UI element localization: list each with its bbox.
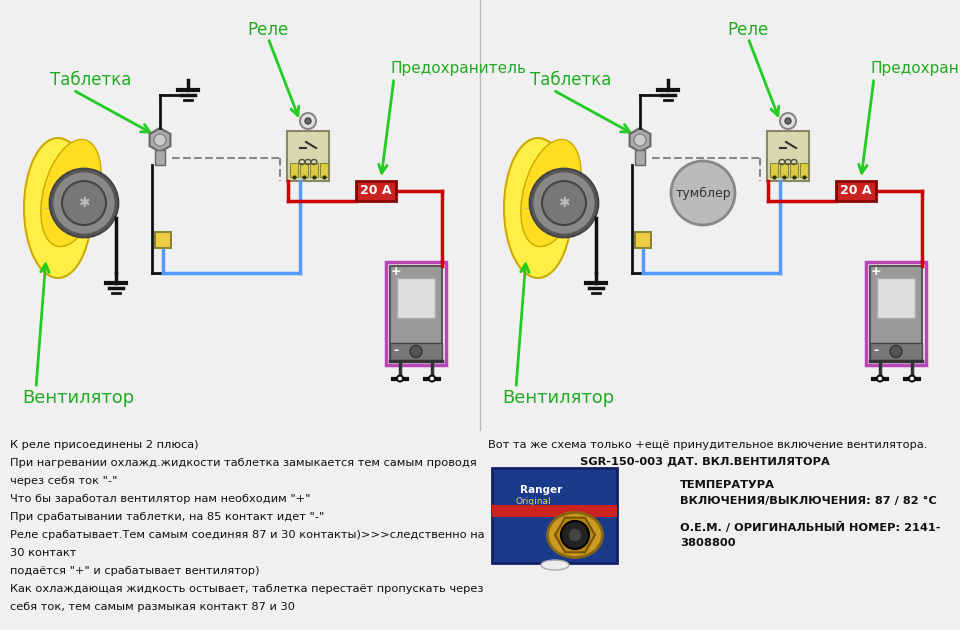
- Ellipse shape: [41, 139, 101, 246]
- Ellipse shape: [547, 512, 603, 558]
- Bar: [492, 505, 617, 517]
- Bar: [397, 277, 435, 318]
- Bar: [386, 261, 446, 365]
- Bar: [635, 232, 651, 248]
- Bar: [800, 163, 808, 177]
- Circle shape: [52, 171, 116, 235]
- Circle shape: [909, 375, 915, 382]
- Circle shape: [542, 181, 586, 225]
- Circle shape: [410, 345, 422, 357]
- Text: ✱: ✱: [558, 196, 570, 210]
- Text: Предохранитель: Предохранитель: [871, 60, 960, 76]
- Text: через себя ток "-": через себя ток "-": [10, 476, 117, 486]
- Text: 20 А: 20 А: [840, 185, 872, 197]
- Ellipse shape: [24, 138, 92, 278]
- Bar: [870, 265, 922, 360]
- Text: ВКЛЮЧЕНИЯ/ВЫКЛЮЧЕНИЯ: 87 / 82 °С: ВКЛЮЧЕНИЯ/ВЫКЛЮЧЕНИЯ: 87 / 82 °С: [680, 496, 937, 506]
- Text: 20 А: 20 А: [360, 185, 392, 197]
- Text: Реле: Реле: [248, 21, 289, 39]
- Text: Вот та же схема только +ещё принудительное включение вентилятора.: Вот та же схема только +ещё принудительн…: [488, 440, 927, 450]
- Bar: [356, 181, 396, 201]
- Circle shape: [634, 134, 646, 146]
- Bar: [287, 131, 329, 181]
- Text: себя ток, тем самым размыкая контакт 87 и 30: себя ток, тем самым размыкая контакт 87 …: [10, 602, 295, 612]
- Polygon shape: [555, 518, 595, 553]
- Circle shape: [397, 375, 403, 382]
- Ellipse shape: [521, 139, 581, 246]
- Circle shape: [877, 375, 883, 382]
- Text: 3808800: 3808800: [680, 538, 735, 548]
- Bar: [770, 163, 778, 177]
- Bar: [836, 181, 876, 201]
- Circle shape: [300, 113, 316, 129]
- Text: Ranger: Ranger: [520, 485, 563, 495]
- Text: подаётся "+" и срабатывает вентилятор): подаётся "+" и срабатывает вентилятор): [10, 566, 259, 576]
- Text: Что бы заработал вентилятор нам необходим "+": Что бы заработал вентилятор нам необходи…: [10, 494, 310, 504]
- Circle shape: [890, 345, 902, 357]
- Bar: [290, 163, 298, 177]
- Text: +: +: [391, 265, 401, 278]
- Text: ✱: ✱: [78, 196, 90, 210]
- Bar: [635, 150, 645, 165]
- Polygon shape: [150, 128, 170, 152]
- Bar: [877, 277, 915, 318]
- Text: Таблетка: Таблетка: [530, 71, 612, 89]
- Text: +: +: [871, 265, 881, 278]
- Circle shape: [429, 375, 435, 382]
- Text: тумблер: тумблер: [675, 186, 731, 200]
- Bar: [155, 150, 165, 165]
- Circle shape: [305, 118, 311, 124]
- Bar: [155, 232, 171, 248]
- Bar: [310, 163, 318, 177]
- Bar: [492, 468, 617, 563]
- Text: ТЕМПЕРАТУРА: ТЕМПЕРАТУРА: [680, 480, 775, 490]
- Text: Как охлаждающая жидкость остывает, таблетка перестаёт пропускать через: Как охлаждающая жидкость остывает, табле…: [10, 584, 484, 594]
- Text: 30 контакт: 30 контакт: [10, 548, 77, 558]
- Bar: [767, 131, 809, 181]
- Text: Предохранитель: Предохранитель: [391, 60, 527, 76]
- Text: -: -: [394, 344, 398, 357]
- Bar: [866, 261, 926, 365]
- Text: Вентилятор: Вентилятор: [22, 389, 134, 407]
- Text: -: -: [874, 344, 878, 357]
- Bar: [790, 163, 798, 177]
- Text: О.Е.М. / ОРИГИНАЛЬНЫЙ НОМЕР: 2141-: О.Е.М. / ОРИГИНАЛЬНЫЙ НОМЕР: 2141-: [680, 522, 941, 533]
- Circle shape: [561, 521, 589, 549]
- Ellipse shape: [504, 138, 572, 278]
- Text: При нагревании охлажд.жидкости таблетка замыкается тем самым проводя: При нагревании охлажд.жидкости таблетка …: [10, 458, 477, 468]
- Circle shape: [671, 161, 735, 225]
- Text: Вентилятор: Вентилятор: [502, 389, 614, 407]
- Text: SGR-150-003 ДАТ. ВКЛ.ВЕНТИЛЯТОРА: SGR-150-003 ДАТ. ВКЛ.ВЕНТИЛЯТОРА: [580, 456, 829, 466]
- Bar: [780, 163, 788, 177]
- Ellipse shape: [541, 560, 569, 570]
- Polygon shape: [630, 128, 650, 152]
- Text: Original: Original: [515, 497, 551, 506]
- Text: Реле срабатывает.Тем самым соединяя 87 и 30 контакты)>>>следственно на: Реле срабатывает.Тем самым соединяя 87 и…: [10, 530, 485, 540]
- Circle shape: [568, 528, 582, 542]
- Bar: [300, 163, 308, 177]
- Text: Таблетка: Таблетка: [50, 71, 132, 89]
- Bar: [390, 343, 442, 360]
- Text: При срабатывании таблетки, на 85 контакт идет "-": При срабатывании таблетки, на 85 контакт…: [10, 512, 324, 522]
- Bar: [320, 163, 328, 177]
- Circle shape: [62, 181, 106, 225]
- Text: Реле: Реле: [728, 21, 769, 39]
- Circle shape: [532, 171, 596, 235]
- Circle shape: [785, 118, 791, 124]
- Circle shape: [780, 113, 796, 129]
- Bar: [390, 265, 442, 360]
- Circle shape: [154, 134, 166, 146]
- Text: К реле присоединены 2 плюса): К реле присоединены 2 плюса): [10, 440, 199, 450]
- Bar: [870, 343, 922, 360]
